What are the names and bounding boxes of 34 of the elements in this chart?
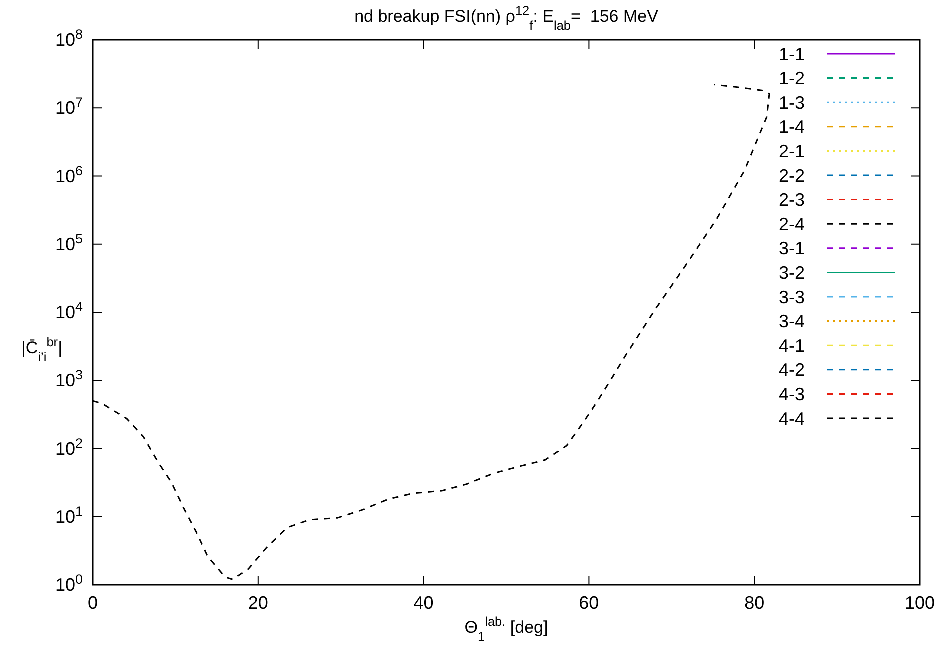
x-tick-label: 20 [248,593,268,613]
legend-label: 1-4 [778,117,805,138]
y-tick-label: 10$^{8}$ [55,26,83,50]
legend-label: 2-4 [778,214,805,234]
chart-title: nd breakup FSI(nn) ρ$^{12}$$_{f}$: E$_{lab}$= 156 MeV [354,2,660,32]
y-tick-label: 10$^{2}$ [55,435,83,459]
legend-label: 3-1 [778,238,805,259]
legend-label: 2-2 [778,166,805,186]
y-tick-label: 10$^{0}$ [55,572,83,595]
y-tick-label: 10$^{1}$ [55,503,83,527]
x-tick-label: 100 [904,593,936,613]
legend-label: 4-2 [778,360,805,380]
y-tick-label: 10$^{3}$ [55,367,83,391]
x-tick-label: 60 [579,593,600,613]
legend-label: 1-3 [778,92,805,113]
legend-label: 3-2 [778,263,805,283]
legend-label: 3-3 [778,287,805,308]
x-tick-label: 0 [88,593,98,613]
y-axis-title: |C̄$_{i’i}$$^{br}$| [22,334,62,364]
y-tick-label: 10$^{4}$ [55,299,84,322]
x-tick-label: 80 [744,593,765,613]
legend-label: 4-1 [778,336,805,356]
legend-label: 4-4 [778,408,805,429]
x-axis-title: Θ$_{1}$$^{lab.}$ [deg] [464,614,548,644]
y-tick-label: 10$^{7}$ [55,94,83,118]
legend-label: 2-1 [778,142,805,162]
legend-label: 4-3 [778,384,805,404]
legend-label: 3-4 [778,312,805,332]
legend-label: 1-1 [778,44,805,64]
y-tick-label: 10$^{5}$ [55,230,83,254]
x-tick-label: 40 [414,593,434,613]
legend-label: 2-3 [778,190,805,210]
y-tick-label: 10$^{6}$ [55,162,83,186]
legend-label: 1-2 [778,68,805,89]
